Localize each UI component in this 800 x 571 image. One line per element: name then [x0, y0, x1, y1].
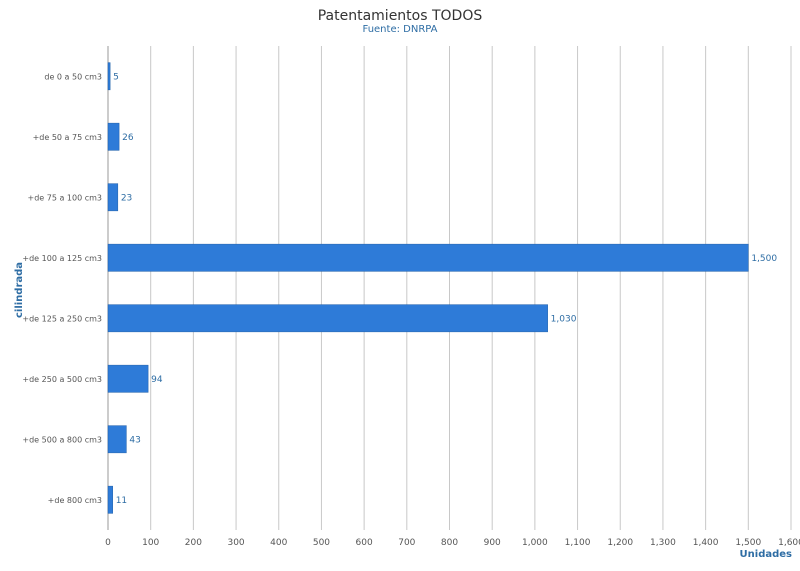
x-axis-title: Unidades	[740, 549, 793, 560]
x-tick-label: 1,500	[735, 538, 761, 548]
chart-title: Patentamientos TODOS	[317, 8, 483, 24]
category-label: +de 50 a 75 cm3	[33, 133, 102, 142]
bar	[107, 62, 111, 91]
bar	[107, 243, 749, 272]
bars	[107, 62, 749, 514]
data-label: 11	[116, 496, 127, 506]
bar	[107, 485, 113, 514]
x-tick-label: 300	[227, 538, 244, 548]
bar	[107, 304, 548, 333]
data-label: 26	[122, 133, 134, 143]
data-labels: 5 26 23 1,500 1,030 94 43 11	[113, 72, 777, 506]
x-tick-label: 1,400	[693, 538, 719, 548]
x-tick-label: 100	[142, 538, 159, 548]
x-tick-label: 1,000	[522, 538, 548, 548]
x-tick-labels: 0 100 200 300 400 500 600 700 800 900 1,000 1,100 1,…	[105, 538, 800, 548]
x-tick-label: 1,300	[650, 538, 676, 548]
x-tick-label: 400	[270, 538, 287, 548]
category-labels: de 0 a 50 cm3 +de 50 a 75 cm3 +de 75 a 100…	[22, 72, 102, 505]
data-label: 94	[151, 375, 163, 385]
category-label: +de 250 a 500 cm3	[22, 375, 102, 384]
x-tick-label: 600	[356, 538, 373, 548]
data-label: 5	[113, 72, 119, 82]
x-tick-label: 500	[313, 538, 330, 548]
bar	[107, 183, 119, 212]
x-tick-label: 900	[484, 538, 501, 548]
x-tick-label: 1,200	[607, 538, 633, 548]
data-label: 1,500	[751, 254, 777, 264]
data-label: 43	[129, 435, 140, 445]
x-tick-label: 0	[105, 538, 111, 548]
bar	[107, 425, 127, 454]
x-tick-label: 1,100	[565, 538, 591, 548]
chart-subtitle: Fuente: DNRPA	[362, 24, 438, 35]
data-label: 23	[121, 193, 132, 203]
data-label: 1,030	[551, 314, 577, 324]
grid-lines	[107, 46, 792, 530]
category-label: +de 500 a 800 cm3	[22, 435, 102, 444]
y-axis-title: cilindrada	[14, 262, 25, 318]
category-label: +de 800 cm3	[48, 496, 102, 505]
category-label: +de 125 a 250 cm3	[22, 314, 102, 323]
category-label: +de 100 a 125 cm3	[22, 254, 102, 263]
category-label: de 0 a 50 cm3	[44, 72, 102, 81]
x-tick-label: 200	[185, 538, 202, 548]
bar	[107, 364, 149, 393]
bar	[107, 122, 120, 151]
x-tick-label: 1,600	[778, 538, 800, 548]
category-label: +de 75 a 100 cm3	[27, 193, 102, 202]
x-tick-label: 700	[398, 538, 415, 548]
x-tick-label: 800	[441, 538, 458, 548]
